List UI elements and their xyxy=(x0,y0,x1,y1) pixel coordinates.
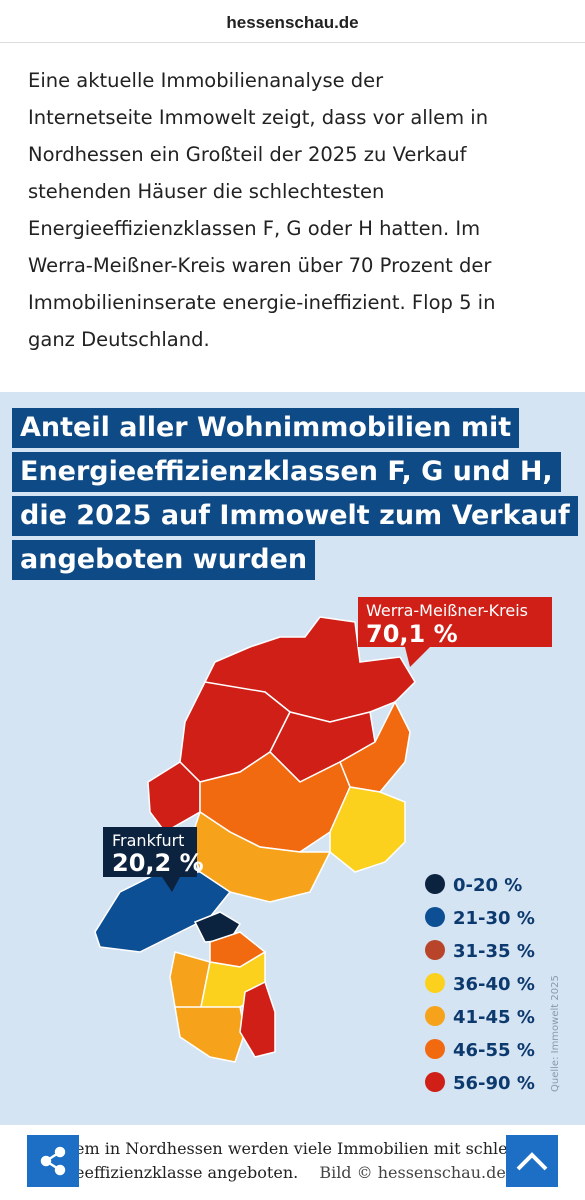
legend-label: 41-45 % xyxy=(453,1007,535,1028)
region xyxy=(174,1006,246,1063)
credit: Bild © hessenschau.de xyxy=(319,1163,506,1182)
scroll-top-button[interactable] xyxy=(506,1135,558,1187)
legend-swatch xyxy=(425,973,445,993)
legend-label: 56-90 % xyxy=(453,1073,535,1094)
infographic: Werra-Meißner-Kreis 70,1 % Frankfurt 20,… xyxy=(0,392,585,1125)
graphic-title-line: angeboten wurden xyxy=(12,540,316,580)
region xyxy=(239,980,276,1058)
legend-swatch xyxy=(425,940,445,960)
article-line: Internetseite Immowelt zeigt, dass vor a… xyxy=(28,106,489,129)
callout-name: Frankfurt xyxy=(112,831,184,850)
legend-label: 46-55 % xyxy=(453,1040,535,1061)
share-icon xyxy=(40,1146,66,1176)
article-line: ganz Deutschland. xyxy=(28,328,210,351)
share-button[interactable] xyxy=(27,1135,79,1187)
legend-label: 0-20 % xyxy=(453,875,522,896)
article-line: Werra-Meißner-Kreis waren über 70 Prozen… xyxy=(28,254,492,277)
graphic-title-line: Anteil aller Wohnimmobilien mit xyxy=(12,408,520,448)
legend: 0-20 % 21-30 % 31-35 % 36-40 % 41-45 % 46-55 … xyxy=(425,874,535,1094)
arrow-icon xyxy=(516,1152,548,1171)
legend-label: 21-30 % xyxy=(453,908,535,929)
legend-swatch xyxy=(425,874,445,894)
caption-line: em in Nordhessen werden viele Immobilien… xyxy=(75,1139,527,1158)
callout-value: 70,1 % xyxy=(366,620,458,648)
caption-text: eeffizienzklasse angeboten. xyxy=(75,1163,299,1182)
graphic-title-line: die 2025 auf Immowelt zum Verkauf xyxy=(12,496,578,536)
callout-box xyxy=(358,597,552,667)
legend-swatch xyxy=(425,1006,445,1026)
map: Werra-Meißner-Kreis 70,1 % Frankfurt 20,… xyxy=(94,597,561,1094)
article-line: Immobilieninserate energie-ineffizient. … xyxy=(28,291,496,314)
source: Quelle: Immowelt 2025 xyxy=(550,975,561,1092)
legend-label: 36-40 % xyxy=(453,974,535,995)
legend-label: 31-35 % xyxy=(453,941,535,962)
legend-swatch xyxy=(425,1039,445,1059)
site-header: hessenschau.de xyxy=(0,0,585,43)
article-line: Nordhessen ein Großteil der 2025 zu Verk… xyxy=(28,143,467,166)
region xyxy=(193,911,242,943)
map-regions xyxy=(94,616,416,1063)
legend-swatch xyxy=(425,907,445,927)
callout-box xyxy=(103,827,197,892)
article-line: Eine aktuelle Immobilienanalyse der xyxy=(28,69,384,92)
region xyxy=(329,786,406,873)
article-text: Eine aktuelle Immobilienanalyse der Inter… xyxy=(28,62,495,358)
caption-line: eeffizienzklasse angeboten. Bild © hesse… xyxy=(75,1163,506,1182)
article-line: Energieeffizienzklassen F, G oder H hatt… xyxy=(28,217,481,240)
callout-name: Werra-Meißner-Kreis xyxy=(366,601,528,620)
legend-swatch xyxy=(425,1072,445,1092)
graphic-title-line: Energieeffizienzklassen F, G und H, xyxy=(12,452,561,492)
article-line: stehenden Häuser die schlechtesten xyxy=(28,180,385,203)
callout-value: 20,2 % xyxy=(112,849,204,877)
caption: em in Nordhessen werden viele Immobilien… xyxy=(0,1125,585,1200)
